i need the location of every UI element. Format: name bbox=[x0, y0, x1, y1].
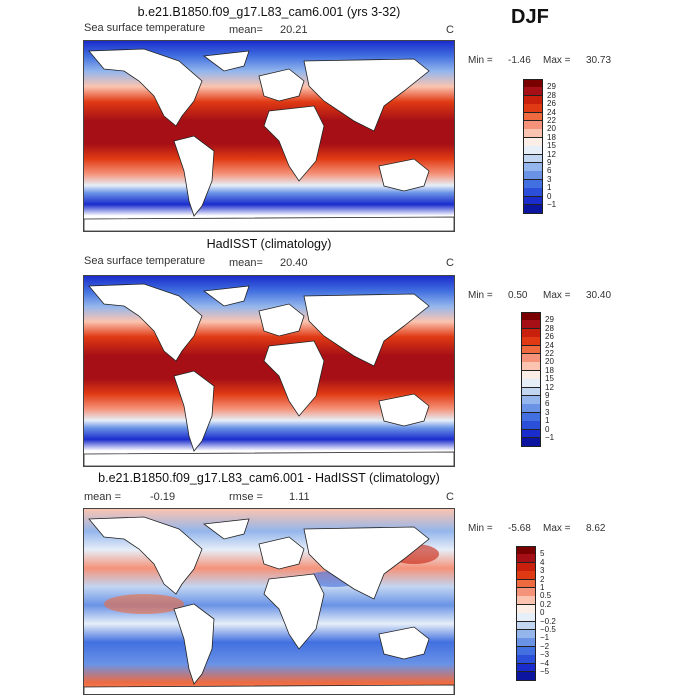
colorbar-tick-label: −0.2 bbox=[540, 616, 556, 626]
panel1-min-value: -1.46 bbox=[508, 55, 531, 66]
panel2-min-label: Min = bbox=[468, 290, 493, 301]
colorbar-tick-label: 3 bbox=[545, 407, 550, 417]
colorbar-tick-label: 12 bbox=[545, 382, 554, 392]
colorbar-tick-label: 18 bbox=[547, 132, 556, 142]
panel3-title: b.e21.B1850.f09_g17.L83_cam6.001 - HadIS… bbox=[98, 471, 440, 485]
colorbar-tick-label: 29 bbox=[547, 82, 556, 92]
panel1-title: b.e21.B1850.f09_g17.L83_cam6.001 (yrs 3-… bbox=[137, 5, 401, 19]
panel1-max-value: 30.73 bbox=[586, 55, 612, 66]
colorbar-tick-label: −1 bbox=[547, 200, 557, 209]
panel2-mean-value: 20.40 bbox=[280, 257, 308, 269]
colorbar-tick-label: −0.5 bbox=[540, 625, 556, 634]
panel3-min-label: Min = bbox=[468, 523, 493, 534]
panel2-mean-label: mean= bbox=[229, 257, 263, 269]
colorbar-tick-label: 20 bbox=[545, 357, 554, 367]
colorbar-tick-label: 18 bbox=[545, 365, 554, 375]
colorbar-tick-label: −4 bbox=[540, 658, 550, 668]
colorbar-tick-label: 28 bbox=[545, 323, 554, 333]
panel2-min-value: 0.50 bbox=[508, 290, 528, 301]
colorbar-tick-label: 24 bbox=[547, 107, 556, 117]
panel3-max-value: 8.62 bbox=[586, 523, 606, 534]
panel2-units: C bbox=[446, 257, 454, 269]
panel1-map-svg bbox=[84, 41, 454, 231]
colorbar-tick-label: 6 bbox=[545, 399, 550, 409]
colorbar-tick-label: −5 bbox=[540, 667, 550, 676]
panel1-left-label: Sea surface temperature bbox=[84, 22, 206, 34]
colorbar-frame bbox=[521, 312, 541, 448]
colorbar-tick-label: 3 bbox=[547, 174, 552, 184]
panel3-mean-value: -0.19 bbox=[150, 491, 176, 503]
panel3-max-label: Max = bbox=[543, 523, 571, 534]
colorbar-tick-label: 26 bbox=[545, 332, 554, 342]
colorbar-frame bbox=[516, 546, 536, 682]
colorbar-tick-label: 29 bbox=[545, 315, 554, 325]
colorbar-tick-label: 1 bbox=[540, 583, 545, 592]
panel3-units: C bbox=[446, 491, 454, 503]
colorbar-tick-label: 0 bbox=[547, 191, 552, 201]
colorbar-frame bbox=[523, 79, 543, 215]
colorbar-tick-label: 0 bbox=[545, 424, 550, 434]
colorbar-tick-label: 26 bbox=[547, 99, 556, 109]
colorbar-tick-label: −1 bbox=[545, 433, 555, 442]
colorbar-tick-label: −3 bbox=[540, 650, 550, 660]
colorbar-tick-label: 24 bbox=[545, 340, 554, 350]
panel2-map-svg bbox=[84, 276, 454, 466]
colorbar-tick-label: 9 bbox=[547, 158, 552, 167]
panel1-mean-label: mean= bbox=[229, 24, 263, 36]
colorbar-tick-label: 5 bbox=[540, 549, 545, 559]
colorbar-tick-label: 22 bbox=[545, 349, 554, 358]
panel2-max-value: 30.40 bbox=[586, 290, 612, 301]
panel3-rmse-label: rmse = bbox=[229, 491, 263, 503]
colorbar-tick-label: 6 bbox=[547, 166, 552, 176]
colorbar-tick-label: 3 bbox=[540, 566, 545, 576]
panel1-map bbox=[83, 40, 455, 232]
colorbar-tick-label: 22 bbox=[547, 116, 556, 125]
panel1-units: C bbox=[446, 24, 454, 36]
colorbar-tick-label: 0.2 bbox=[540, 599, 552, 609]
colorbar-tick-label: 20 bbox=[547, 124, 556, 134]
panel3-mean-label: mean = bbox=[84, 491, 121, 503]
colorbar-tick-label: 2 bbox=[540, 574, 545, 584]
panel3-min-value: -5.68 bbox=[508, 523, 531, 534]
colorbar-tick-label: 1 bbox=[545, 416, 550, 426]
colorbar-tick-label: 15 bbox=[547, 141, 556, 151]
colorbar-tick-label: 4 bbox=[540, 557, 545, 567]
colorbar-tick-label: 0 bbox=[540, 608, 545, 618]
panel2-title: HadISST (climatology) bbox=[206, 237, 332, 251]
panel2-max-label: Max = bbox=[543, 290, 571, 301]
colorbar-tick-label: 28 bbox=[547, 90, 556, 100]
colorbar-tick-label: 12 bbox=[547, 149, 556, 159]
colorbar-tick-label: 1 bbox=[547, 183, 552, 193]
colorbar-tick-label: −2 bbox=[540, 641, 550, 651]
panel2-map bbox=[83, 275, 455, 467]
panel2-left-label: Sea surface temperature bbox=[84, 255, 206, 267]
colorbar-tick-label: 9 bbox=[545, 391, 550, 400]
panel3-map-svg bbox=[84, 509, 454, 694]
colorbar-tick-label: 0.5 bbox=[540, 591, 552, 601]
panel1-mean-value: 20.21 bbox=[280, 24, 308, 36]
panel3-rmse-value: 1.11 bbox=[289, 491, 310, 503]
colorbar-tick-label: 15 bbox=[545, 374, 554, 384]
panel1-max-label: Max = bbox=[543, 55, 571, 66]
panel3-map bbox=[83, 508, 455, 695]
season-label: DJF bbox=[511, 6, 549, 28]
colorbar-tick-label: −1 bbox=[540, 633, 550, 643]
panel1-min-label: Min = bbox=[468, 55, 493, 66]
